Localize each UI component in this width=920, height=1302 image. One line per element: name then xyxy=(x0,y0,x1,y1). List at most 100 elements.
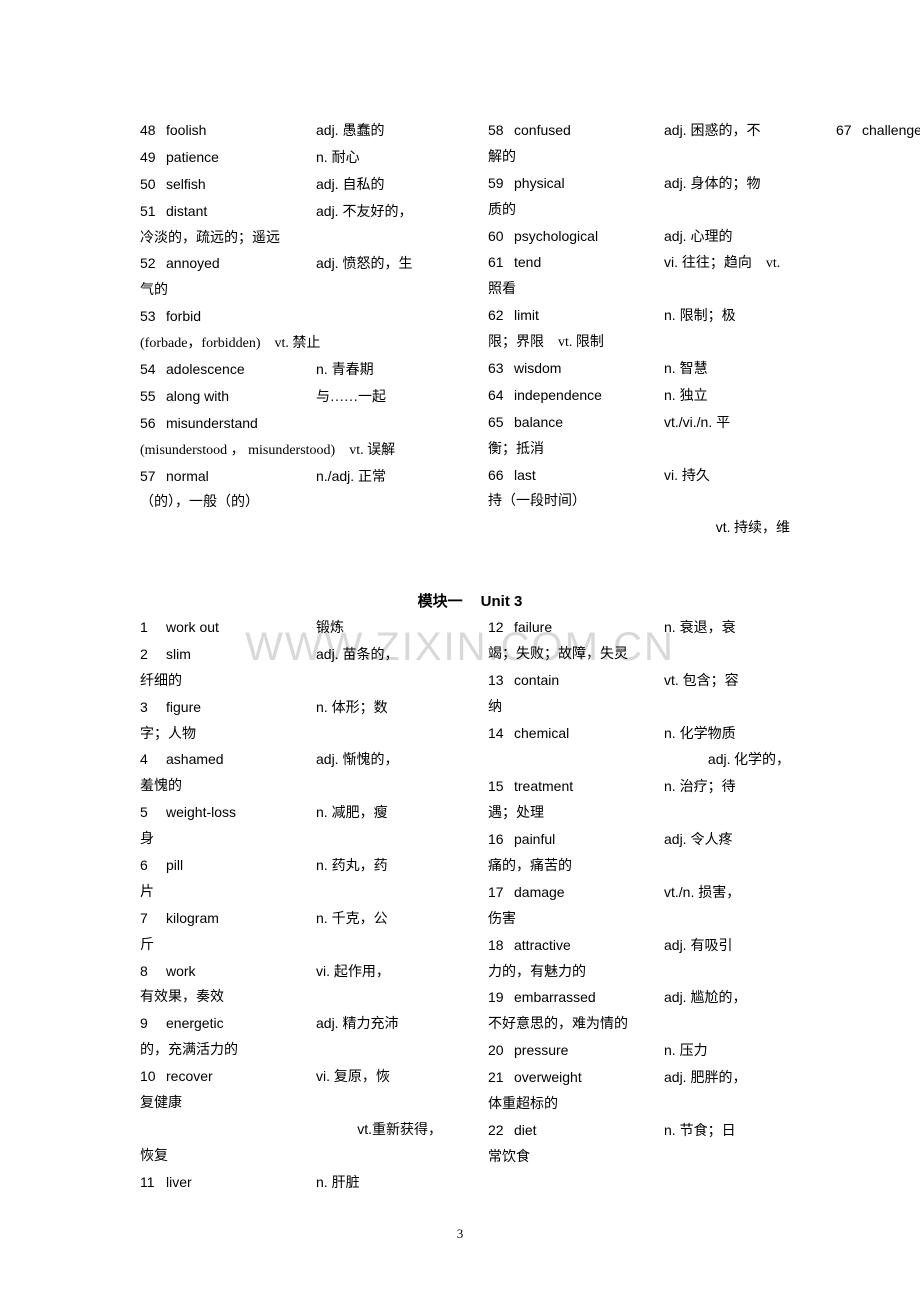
vocab-entry: 58confusedadj. 困惑的，不解的 xyxy=(488,118,800,171)
entry-word: ashamed xyxy=(166,747,316,773)
entry-continuation: 照看 xyxy=(488,277,800,303)
entry-number: 7 xyxy=(140,906,166,932)
vocab-entry: 59physicaladj. 身体的；物质的 xyxy=(488,171,800,224)
vocab-entry: 48foolishadj. 愚蠢的 xyxy=(140,118,452,145)
entry-number: 19 xyxy=(488,985,514,1011)
entry-number: 15 xyxy=(488,774,514,800)
vocab-entry: 7kilogramn. 千克，公斤 xyxy=(140,906,452,959)
entry-definition: adj. 愚蠢的 xyxy=(316,124,384,139)
entry-continuation: 纤细的 xyxy=(140,669,452,695)
entry-number: 55 xyxy=(140,384,166,410)
vocab-entry: 55along with与……一起 xyxy=(140,384,452,411)
entry-number: 51 xyxy=(140,199,166,225)
vocab-entry: 4ashamedadj. 惭愧的，羞愧的 xyxy=(140,747,452,800)
entry-number: 52 xyxy=(140,251,166,277)
entry-continuation: （的），一般（的） xyxy=(140,490,452,516)
entry-continuation: 解的 xyxy=(488,145,800,171)
entry-continuation: vt. 持续，维 xyxy=(488,515,800,542)
vocab-entry: 17damagevt./n. 损害，伤害 xyxy=(488,880,800,933)
entry-definition: vi. 往往；趋向 vt. xyxy=(664,256,780,271)
section-1-columns: 48foolishadj. 愚蠢的49patiencen. 耐心50selfis… xyxy=(140,118,800,558)
entry-word: last xyxy=(514,463,664,489)
vocab-entry: 60psychologicaladj. 心理的 xyxy=(488,224,800,251)
entry-definition: adj. 令人疼 xyxy=(664,833,732,848)
entry-number: 53 xyxy=(140,304,166,330)
entry-continuation: 限；界限 vt. 限制 xyxy=(488,330,800,356)
entry-definition: adj. 肥胖的， xyxy=(664,1071,746,1086)
entry-word: tend xyxy=(514,250,664,276)
entry-word: chemical xyxy=(514,721,664,747)
entry-number: 48 xyxy=(140,118,166,144)
entry-definition: 与……一起 xyxy=(316,390,386,405)
entry-definition: n. 独立 xyxy=(664,389,708,404)
entry-word: contain xyxy=(514,668,664,694)
entry-word: along with xyxy=(166,384,316,410)
entry-definition: n. 体形；数 xyxy=(316,701,388,716)
entry-number: 59 xyxy=(488,171,514,197)
entry-number: 12 xyxy=(488,615,514,641)
section-2: 1work out锻炼2slimadj. 苗条的，纤细的3figuren. 体形… xyxy=(140,615,800,1205)
vocab-entry: 22dietn. 节食；日常饮食 xyxy=(488,1118,800,1171)
entry-definition: n. 千克，公 xyxy=(316,912,388,927)
vocab-entry: 50selfishadj. 自私的 xyxy=(140,172,452,199)
entry-definition: vi. 持久 xyxy=(664,469,710,484)
entry-word: patience xyxy=(166,145,316,171)
entry-continuation: 竭；失败；故障，失灵 xyxy=(488,642,800,668)
entry-word: overweight xyxy=(514,1065,664,1091)
entry-continuation: 遇；处理 xyxy=(488,801,800,827)
entry-continuation: adj. 化学的， xyxy=(488,747,800,774)
entry-word: attractive xyxy=(514,933,664,959)
entry-continuation: 身 xyxy=(140,827,452,853)
entry-continuation: 痛的，痛苦的 xyxy=(488,854,800,880)
entry-number: 57 xyxy=(140,464,166,490)
entry-number: 67 xyxy=(836,118,862,144)
entry-continuation: (forbade，forbidden) vt. 禁止 xyxy=(140,331,452,357)
page-number: 3 xyxy=(0,1226,920,1242)
entry-number: 56 xyxy=(140,411,166,437)
vocab-entry: 20pressuren. 压力 xyxy=(488,1038,800,1065)
entry-number: 11 xyxy=(140,1170,166,1196)
entry-definition: n. 限制；极 xyxy=(664,309,736,324)
entry-continuation: 气的 xyxy=(140,278,452,304)
vocab-entry: 66lastvi. 持久持（一段时间）vt. 持续，维 xyxy=(488,463,800,543)
vocab-entry: 67challengen./vt. 挑战 xyxy=(836,118,920,145)
entry-word: kilogram xyxy=(166,906,316,932)
entry-definition: adj. 身体的；物 xyxy=(664,177,760,192)
entry-definition: adj. 心理的 xyxy=(664,230,732,245)
entry-word: liver xyxy=(166,1170,316,1196)
entry-continuation: 力的，有魅力的 xyxy=(488,960,800,986)
heading-unit: Unit 3 xyxy=(481,593,523,610)
vocab-entry: 52annoyedadj. 愤怒的，生气的 xyxy=(140,251,452,304)
entry-word: diet xyxy=(514,1118,664,1144)
entry-number: 54 xyxy=(140,357,166,383)
entry-number: 22 xyxy=(488,1118,514,1144)
entry-number: 16 xyxy=(488,827,514,853)
vocab-entry: 13containvt. 包含；容纳 xyxy=(488,668,800,721)
entry-definition: adj. 愤怒的，生 xyxy=(316,257,412,272)
entry-definition: n. 衰退，衰 xyxy=(664,621,736,636)
entry-definition: n./adj. 正常 xyxy=(316,470,386,485)
entry-number: 9 xyxy=(140,1011,166,1037)
entry-continuation: (misunderstood ， misunderstood) vt. 误解 xyxy=(140,438,452,464)
entry-number: 18 xyxy=(488,933,514,959)
entry-number: 4 xyxy=(140,747,166,773)
entry-continuation: 羞愧的 xyxy=(140,774,452,800)
vocab-entry: 3figuren. 体形；数字；人物 xyxy=(140,695,452,748)
entry-word: annoyed xyxy=(166,251,316,277)
entry-definition: vt./vi./n. 平 xyxy=(664,416,730,431)
entry-definition: vi. 复原，恢 xyxy=(316,1070,390,1085)
vocab-entry: 21overweightadj. 肥胖的，体重超标的 xyxy=(488,1065,800,1118)
entry-continuation: 纳 xyxy=(488,695,800,721)
entry-number: 10 xyxy=(140,1064,166,1090)
entry-word: recover xyxy=(166,1064,316,1090)
vocab-entry: 18attractiveadj. 有吸引力的，有魅力的 xyxy=(488,933,800,986)
entry-definition: vt. 包含；容 xyxy=(664,674,739,689)
entry-definition: n. 耐心 xyxy=(316,151,360,166)
heading-module: 模块一 xyxy=(418,593,463,610)
entry-definition: adj. 精力充沛 xyxy=(316,1017,398,1032)
entry-definition: n. 治疗；待 xyxy=(664,780,736,795)
entry-continuation: 复健康 xyxy=(140,1091,452,1117)
page-content: 48foolishadj. 愚蠢的 4 9 patiencen. 耐心 50selfis… xyxy=(0,0,920,1205)
vocab-entry: 64independencen. 独立 xyxy=(488,383,800,410)
entry-definition: adj. 自私的 xyxy=(316,178,384,193)
